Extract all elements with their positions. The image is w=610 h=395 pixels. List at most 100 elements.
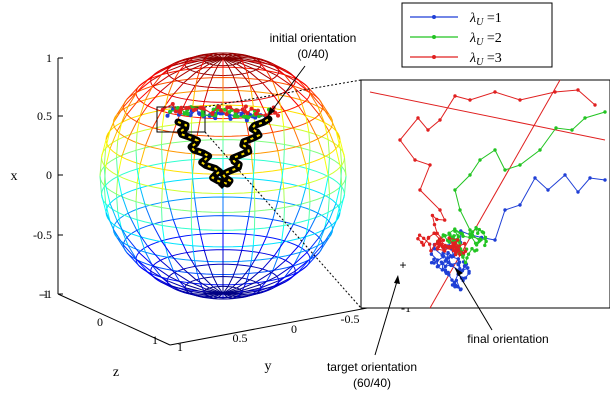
sphere-meridian-segment: [248, 78, 252, 92]
sphere-meridian-segment: [127, 91, 138, 107]
sphere-trajectory-point: [228, 116, 233, 121]
annotation-line: target orientation: [327, 360, 417, 374]
sphere-meridian-segment: [166, 63, 186, 72]
inset-trajectory-point: [450, 283, 455, 287]
sphere-meridian-segment: [160, 79, 175, 92]
sphere-meridian-segment: [245, 216, 250, 235]
sphere-meridian-segment: [285, 271, 299, 283]
legend-box: [401, 2, 553, 68]
sphere-meridian-segment: [262, 255, 275, 270]
sphere-meridian-segment: [259, 66, 278, 77]
y-tick-label: -0.5: [341, 312, 360, 326]
annotation-line: initial orientation: [270, 31, 357, 45]
sphere-meridian-segment: [126, 85, 140, 100]
sphere-trajectory-point: [173, 109, 178, 114]
sphere-trajectory-point: [256, 108, 261, 113]
inset-trajectory-point: [463, 276, 468, 280]
sphere-meridian-segment: [271, 79, 286, 92]
inset-trajectory-point: [426, 128, 430, 132]
inset-trajectory-point: [475, 248, 479, 252]
sphere-meridian-segment: [150, 70, 168, 82]
inset-trajectory-point: [448, 232, 452, 237]
sphere-trajectory-point: [254, 111, 259, 116]
sphere-meridian-segment: [308, 91, 319, 107]
sphere-trajectory-point: [191, 108, 196, 113]
inset-trajectory-point: [603, 110, 607, 114]
sphere-meridian-segment: [222, 293, 233, 298]
inset-trajectory-point: [435, 258, 440, 262]
sphere-meridian-segment: [241, 60, 246, 69]
inset-trajectory-point: [484, 239, 488, 244]
inset-trajectory-point: [418, 188, 422, 192]
sphere-meridian-segment: [262, 82, 275, 97]
sphere-meridian-segment: [164, 182, 169, 202]
inset-trajectory-point: [458, 252, 462, 257]
sphere-meridian-segment: [242, 287, 262, 293]
sphere-meridian-segment: [236, 63, 251, 73]
sphere-meridian-segment: [283, 126, 285, 145]
sphere-meridian-segment: [276, 75, 294, 87]
inset-trajectory-point: [442, 248, 446, 253]
sphere-meridian-segment: [200, 60, 205, 69]
sphere-meridian-segment: [284, 265, 294, 278]
sphere-meridian-segment: [167, 201, 174, 220]
sphere-meridian-segment: [250, 245, 254, 261]
sphere-meridian-segment: [195, 63, 210, 73]
sphere-meridian-segment: [272, 257, 279, 271]
legend-subscript: U: [476, 37, 484, 48]
sphere-meridian-segment: [105, 203, 111, 222]
sphere-meridian-segment: [203, 87, 210, 102]
inset-trajectory-point: [553, 90, 557, 94]
sphere-meridian-segment: [318, 99, 330, 115]
sphere-meridian-segment: [227, 297, 233, 300]
inset-trajectory-point: [468, 98, 472, 102]
sphere-meridian-segment: [217, 54, 224, 59]
sphere-meridian-segment: [255, 288, 272, 294]
sphere-meridian-segment: [115, 175, 119, 195]
sphere-meridian-segment: [135, 201, 138, 220]
sphere-meridian-segment: [167, 132, 174, 151]
inset-trajectory-point: [458, 267, 462, 271]
inset-trajectory-point: [478, 158, 482, 162]
sphere-meridian-segment: [242, 59, 262, 65]
sphere-meridian-segment: [339, 185, 343, 204]
sphere-meridian-segment: [284, 224, 294, 242]
inset-trajectory-point: [474, 227, 478, 231]
sphere-meridian-segment: [203, 55, 209, 61]
inset-trajectory-point: [533, 176, 537, 180]
inset-trajectory-point: [576, 190, 580, 194]
sphere-meridian-segment: [145, 127, 154, 146]
sphere-meridian-segment: [241, 284, 260, 292]
sphere-meridian-segment: [109, 130, 118, 149]
sphere-meridian-segment: [222, 58, 229, 66]
inset-trajectory-point: [460, 232, 464, 236]
inset-trajectory-point: [439, 260, 444, 264]
sphere-meridian-segment: [249, 71, 263, 84]
inset-trajectory-point: [435, 231, 439, 235]
sphere-meridian-segment: [283, 144, 285, 164]
sphere-meridian-segment: [136, 105, 149, 122]
inset-trajectory-point: [477, 239, 482, 243]
inset-trajectory-point: [447, 236, 451, 240]
sphere-meridian-segment: [174, 69, 191, 80]
sphere-meridian-segment: [136, 168, 141, 188]
sphere-meridian-segment: [292, 85, 301, 100]
sphere-trajectory-point: [210, 110, 215, 115]
sphere-meridian-segment: [241, 57, 260, 62]
annotation-line: final orientation: [467, 332, 548, 346]
sphere-meridian-segment: [189, 281, 207, 290]
sphere-meridian-segment: [161, 163, 166, 183]
inset-trajectory-point: [458, 208, 462, 212]
sphere-meridian-segment: [194, 78, 198, 92]
sphere-meridian-segment: [323, 176, 329, 196]
inset-trajectory-point: [518, 203, 522, 207]
sphere-meridian-segment: [152, 74, 162, 87]
inset-trajectory-point: [454, 246, 458, 251]
inset-trajectory-point: [546, 188, 550, 192]
inset-trajectory-point: [450, 278, 454, 282]
annotation-arrowhead: [394, 275, 400, 284]
inset-trajectory-point: [432, 257, 436, 261]
inset-trajectory-point: [518, 98, 522, 102]
sphere-trajectory-point: [185, 111, 190, 116]
